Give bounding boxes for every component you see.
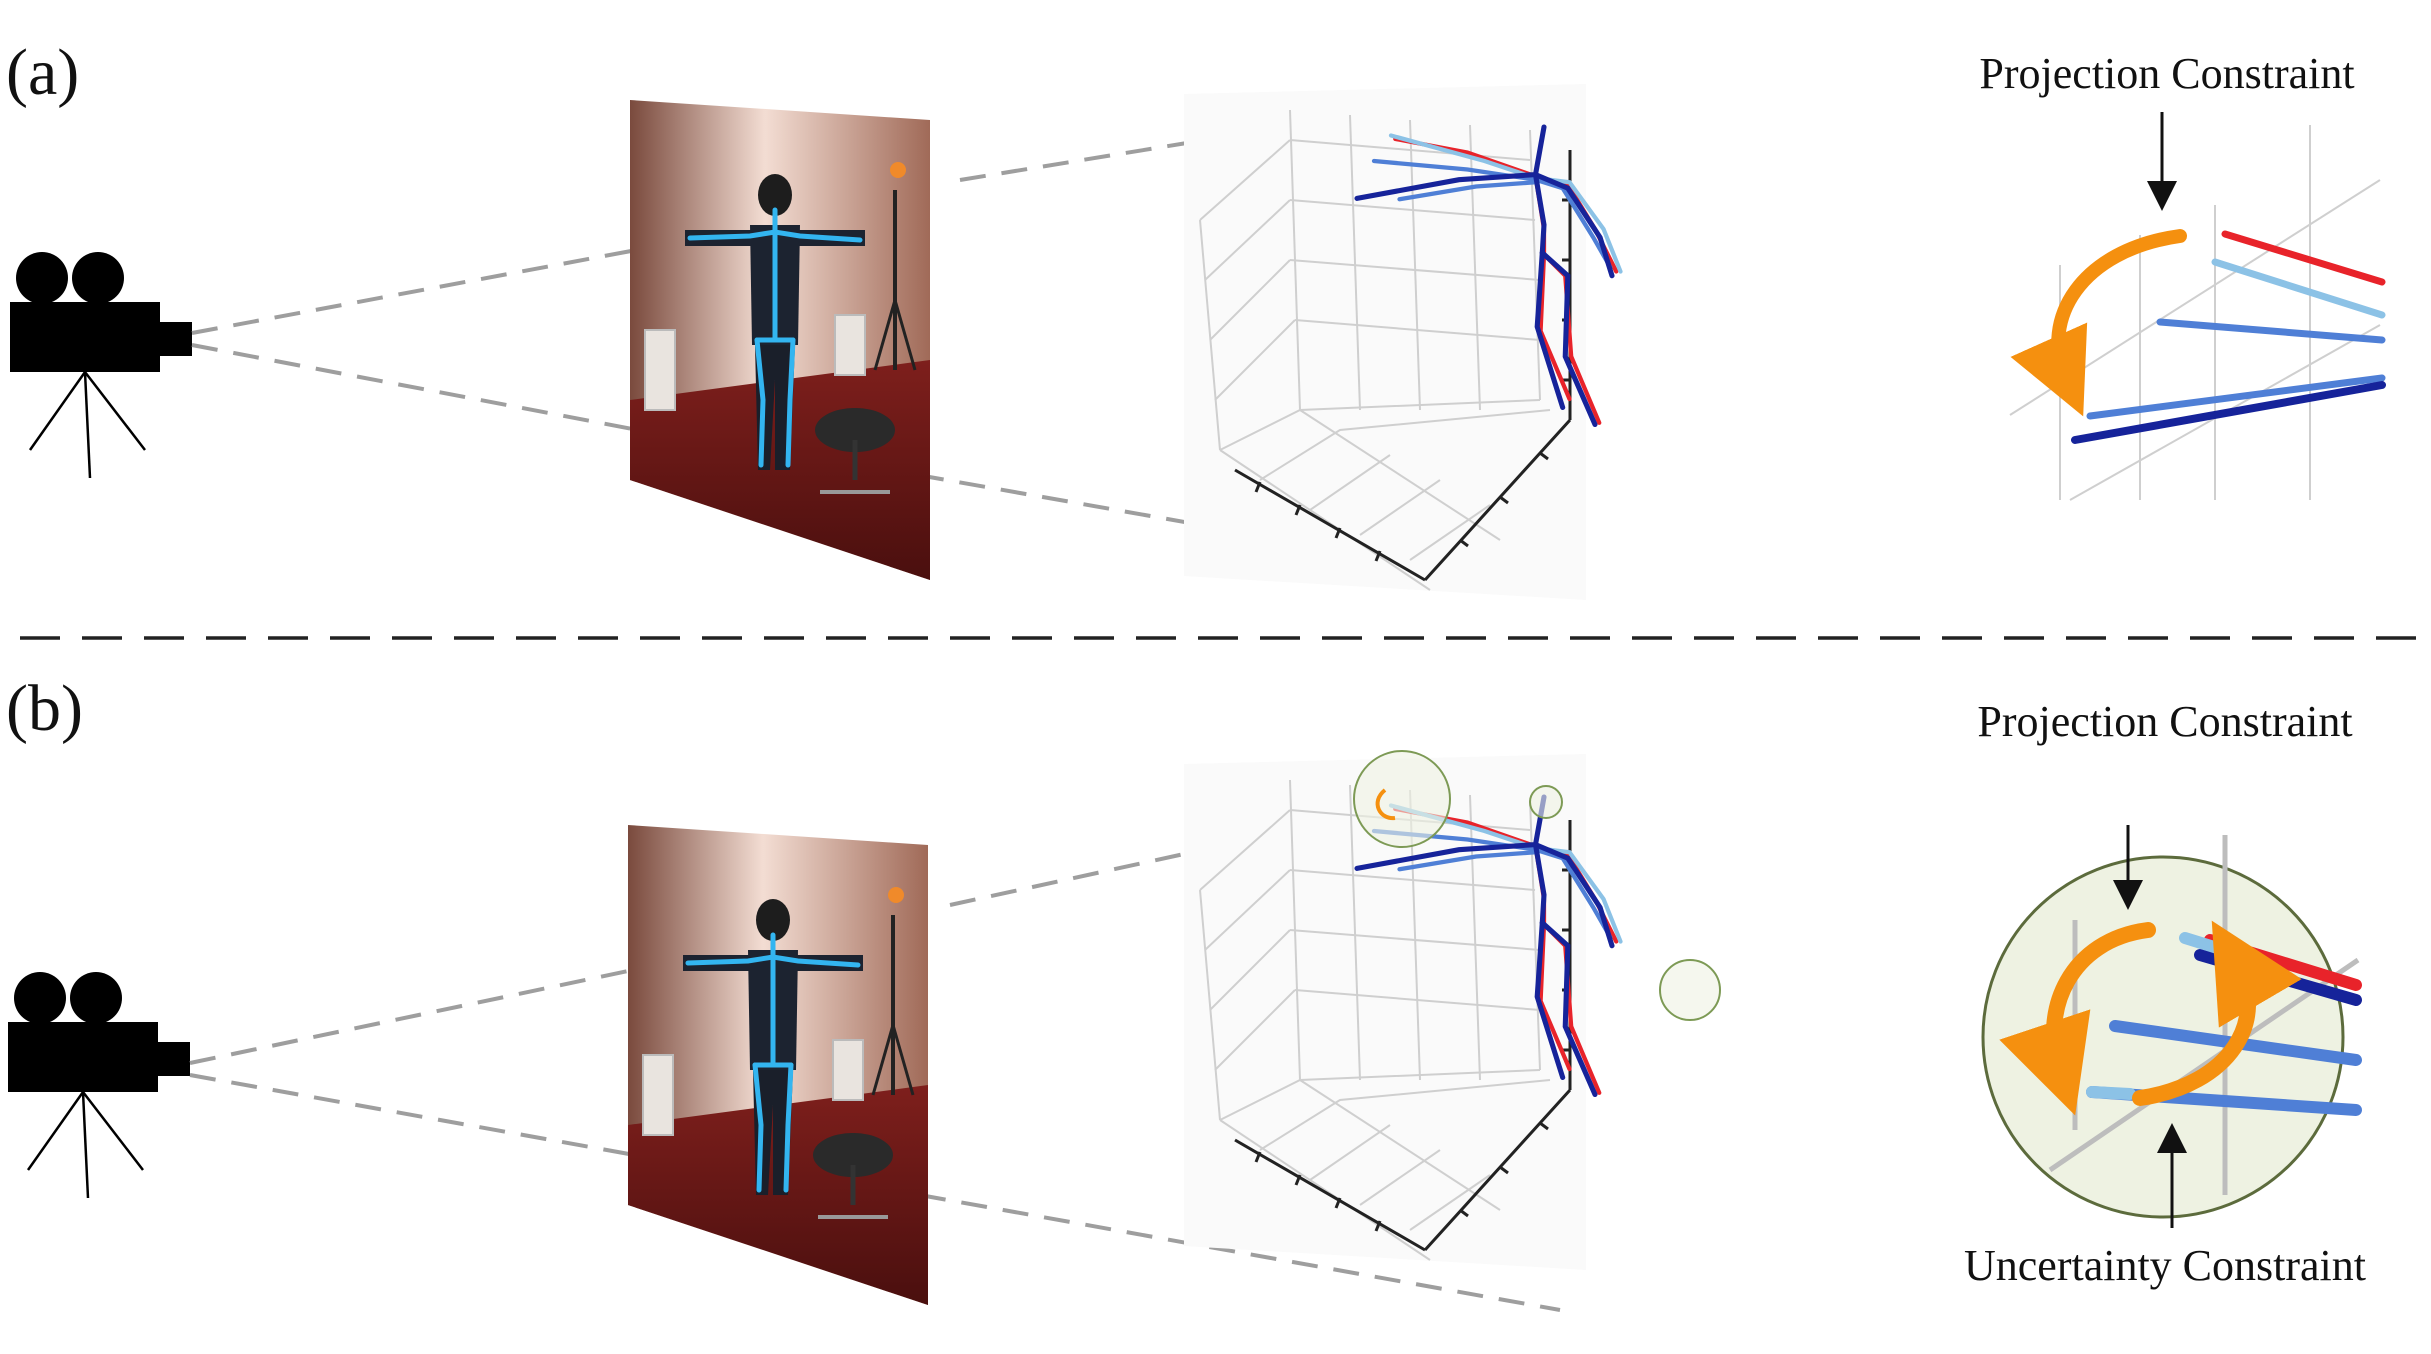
projection-constraint-label-a: Projection Constraint xyxy=(1979,49,2354,98)
uncertainty-arrow-icon xyxy=(2132,920,2302,1106)
uncertainty-circle-icon xyxy=(1659,959,1721,1021)
uncertainty-zoom-inset: Projection Constraint Uncertainty Constr… xyxy=(1964,697,2366,1290)
panel-a-label: (a) xyxy=(6,36,79,109)
3d-pose-plot xyxy=(1182,82,1621,602)
movie-camera-icon xyxy=(8,250,194,480)
projection-lines xyxy=(189,818,1561,1312)
projection-arrow-icon xyxy=(2010,229,2187,417)
movie-camera-icon xyxy=(6,970,192,1200)
panel-b: (b) xyxy=(6,672,2366,1312)
projection-constraint-label-b: Projection Constraint xyxy=(1977,697,2352,746)
scene-image xyxy=(630,100,930,580)
scene-image xyxy=(628,825,928,1305)
3d-pose-plot xyxy=(1182,750,1721,1272)
uncertainty-constraint-label: Uncertainty Constraint xyxy=(1964,1241,2366,1290)
projection-zoom-inset: Projection Constraint xyxy=(1979,49,2386,501)
panel-b-label: (b) xyxy=(6,672,83,745)
projection-arrow-icon xyxy=(1999,922,2156,1116)
uncertainty-circle-icon xyxy=(1353,750,1451,848)
panel-a: (a) xyxy=(6,36,2386,602)
uncertainty-circle-icon xyxy=(1529,785,1563,819)
